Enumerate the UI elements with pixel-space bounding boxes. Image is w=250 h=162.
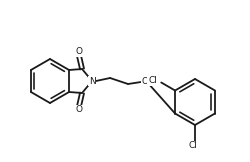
Text: Cl: Cl [188,141,198,150]
Text: O: O [142,77,148,87]
Text: Cl: Cl [148,76,157,85]
Text: O: O [76,47,82,57]
Text: N: N [89,76,96,86]
Text: O: O [76,105,82,115]
